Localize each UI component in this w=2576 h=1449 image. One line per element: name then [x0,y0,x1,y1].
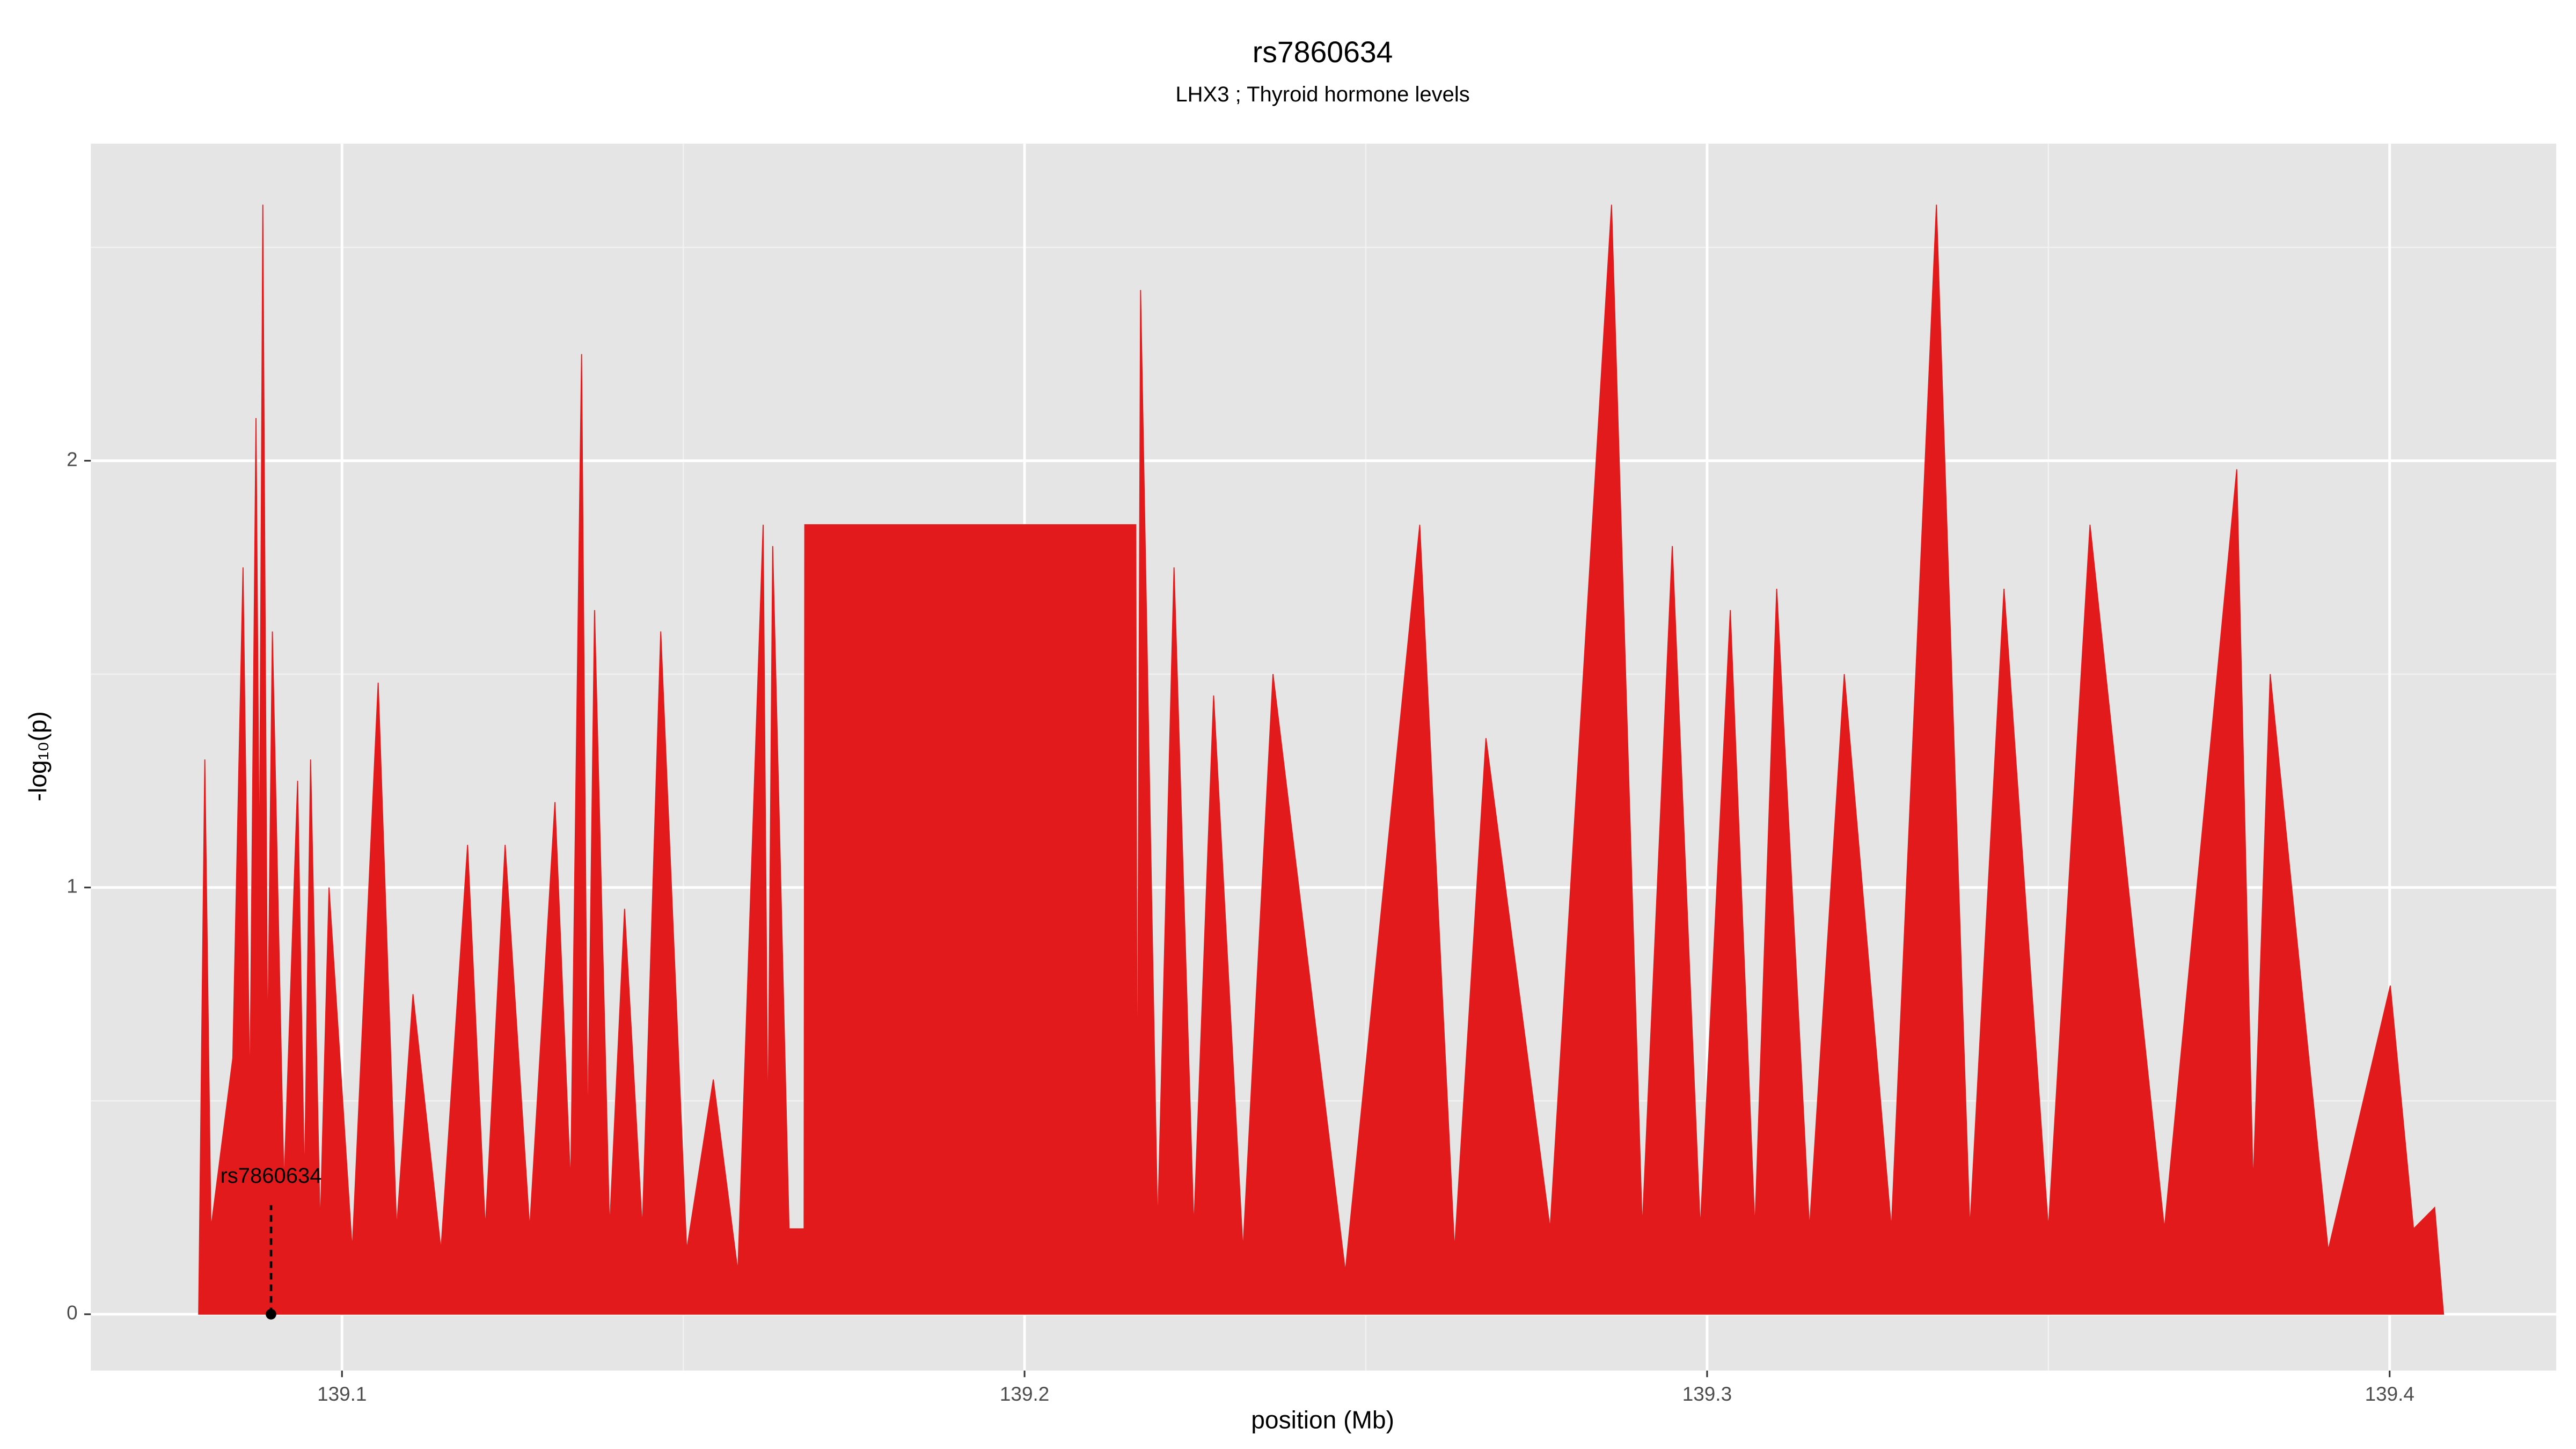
y-tick-label: 0 [67,1302,78,1324]
x-tick-label: 139.3 [1682,1383,1732,1405]
y-axis-title: -log₁₀(p) [24,711,52,801]
y-tick-label: 1 [67,875,78,897]
x-tick-label: 139.4 [2365,1383,2414,1405]
x-tick-label: 139.1 [317,1383,367,1405]
x-tick-label: 139.2 [1000,1383,1049,1405]
area [198,204,2445,1315]
annotation-point [266,1309,276,1320]
chart-subtitle: LHX3 ; Thyroid hormone levels [1175,83,1469,106]
x-axis-title: position (Mb) [1251,1406,1394,1433]
chart-title: rs7860634 [1253,35,1393,69]
y-tick-label: 2 [67,448,78,470]
annotation-label: rs7860634 [220,1164,321,1188]
